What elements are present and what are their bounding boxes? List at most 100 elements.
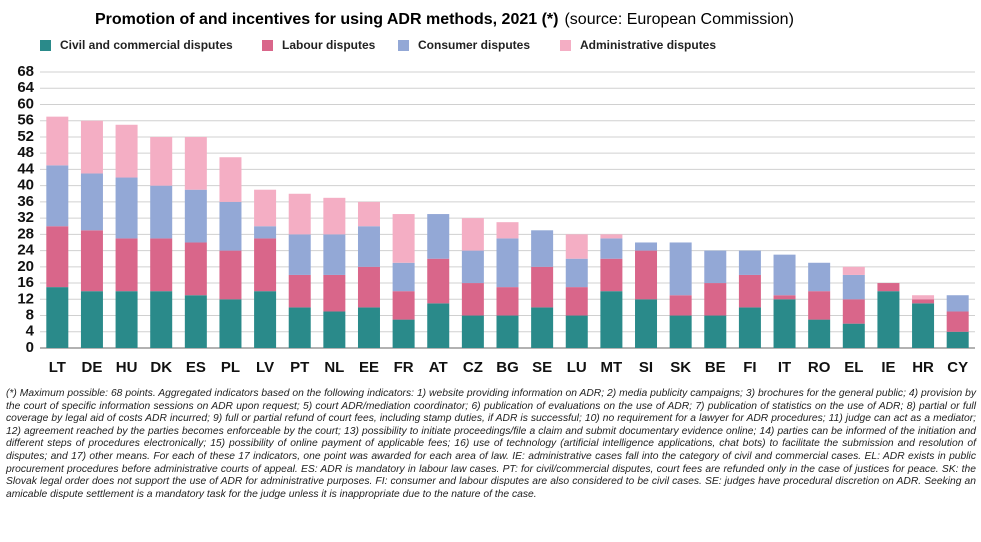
bar-segment	[219, 299, 242, 348]
x-tick-label: SI	[639, 359, 653, 376]
bar-segment	[150, 185, 173, 239]
bar-segment	[600, 234, 623, 239]
bar-segment	[357, 307, 380, 348]
y-tick-label: 4	[26, 323, 35, 340]
bar-segment	[219, 250, 242, 300]
x-tick-label: NL	[324, 359, 344, 376]
bar-segment	[150, 291, 173, 348]
x-tick-label: LT	[49, 359, 66, 376]
legend-label: Administrative disputes	[580, 38, 716, 52]
x-tick-label: HR	[912, 359, 934, 376]
y-tick-label: 24	[17, 242, 34, 259]
bar-segment	[219, 201, 242, 251]
bar-segment	[842, 274, 865, 300]
bar-segment	[808, 262, 831, 292]
bar-segment	[946, 331, 969, 348]
x-tick-label: EE	[359, 359, 379, 376]
bar-segment	[635, 242, 658, 251]
bar-segment	[565, 315, 588, 348]
bar-segment	[254, 238, 277, 292]
bar-segment	[115, 177, 138, 239]
bar-segment	[357, 266, 380, 308]
bar-segment	[877, 283, 900, 292]
bar-segment	[635, 299, 658, 348]
bar-segment	[254, 226, 277, 239]
y-tick-label: 44	[17, 160, 34, 177]
x-tick-label: BE	[705, 359, 726, 376]
y-tick-label: 12	[17, 290, 34, 307]
bar-segment	[392, 291, 415, 320]
bar-segment	[392, 262, 415, 292]
x-tick-label: RO	[808, 359, 831, 376]
footnote: (*) Maximum possible: 68 points. Aggrega…	[6, 388, 976, 500]
x-tick-label: DK	[150, 359, 172, 376]
x-tick-label: HU	[116, 359, 138, 376]
x-tick-label: BG	[496, 359, 519, 376]
legend-swatch	[262, 40, 273, 51]
y-tick-label: 64	[17, 79, 34, 96]
bar-segment	[600, 238, 623, 259]
x-tick-label: CZ	[463, 359, 483, 376]
y-tick-label: 40	[17, 177, 34, 194]
bar-segment	[46, 116, 69, 166]
y-tick-label: 0	[26, 339, 34, 356]
chart-title: Promotion of and incentives for using AD…	[95, 11, 558, 28]
bar-segment	[461, 283, 484, 316]
bar-segment	[704, 250, 727, 284]
bar-segment	[738, 274, 761, 308]
bar-segment	[46, 226, 69, 288]
x-tick-label: MT	[601, 359, 623, 376]
bar-segment	[219, 157, 242, 202]
bar-segment	[323, 197, 346, 235]
bar-segment	[427, 303, 450, 348]
bar-segment	[635, 250, 658, 300]
bar-segment	[80, 230, 103, 292]
x-tick-label: SE	[532, 359, 552, 376]
bar-segment	[565, 234, 588, 259]
bar-segment	[565, 258, 588, 288]
bar-segment	[392, 319, 415, 348]
bar-segment	[704, 315, 727, 348]
x-tick-label: DE	[82, 359, 103, 376]
y-tick-label: 52	[17, 128, 34, 145]
x-tick-label: PT	[290, 359, 309, 376]
x-tick-label: IE	[881, 359, 895, 376]
bar-segment	[842, 323, 865, 348]
legend-label: Labour disputes	[282, 38, 376, 52]
bar-segment	[254, 189, 277, 227]
bar-segment	[46, 165, 69, 227]
bar-segment	[808, 291, 831, 320]
chart-source: (source: European Commission)	[564, 11, 793, 28]
legend-swatch	[40, 40, 51, 51]
bar-segment	[184, 242, 207, 296]
bar-segment	[600, 291, 623, 348]
bar-segment	[912, 295, 935, 300]
y-tick-label: 36	[17, 193, 34, 210]
bar-segment	[531, 307, 554, 348]
bar-segment	[496, 238, 519, 288]
bar-segment	[80, 173, 103, 231]
bar-segment	[773, 299, 796, 348]
bar-segment	[946, 311, 969, 332]
bar-segment	[115, 238, 138, 292]
x-tick-label: LV	[256, 359, 274, 376]
bar-segment	[565, 287, 588, 316]
bar-segment	[461, 218, 484, 251]
bar-segment	[808, 319, 831, 348]
bar-segment	[773, 295, 796, 300]
bar-segment	[288, 193, 311, 235]
chart: Promotion of and incentives for using AD…	[17, 11, 975, 376]
bar-segment	[184, 189, 207, 243]
bar-segment	[46, 287, 69, 348]
bar-segment	[842, 299, 865, 324]
y-tick-label: 68	[17, 63, 34, 80]
bar-segment	[357, 226, 380, 267]
bar-segment	[392, 214, 415, 263]
y-tick-label: 32	[17, 209, 34, 226]
bar-segment	[912, 303, 935, 348]
legend-label: Civil and commercial disputes	[60, 38, 233, 52]
bar-segment	[531, 230, 554, 267]
bar-segment	[288, 274, 311, 308]
bar-segment	[496, 222, 519, 239]
